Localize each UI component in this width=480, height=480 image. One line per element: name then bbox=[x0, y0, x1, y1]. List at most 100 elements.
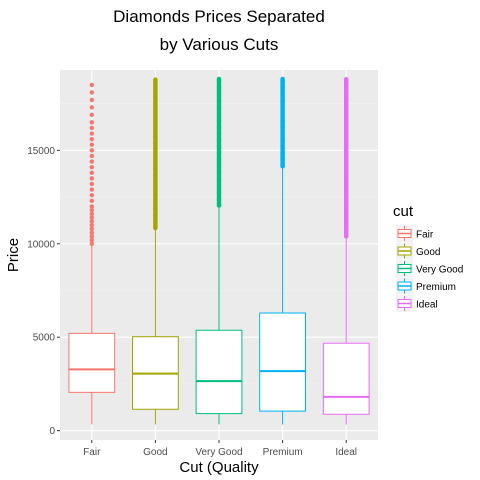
outlier-point bbox=[216, 118, 222, 123]
outlier-point bbox=[216, 98, 222, 104]
outlier-point bbox=[344, 122, 349, 128]
outlier-point bbox=[280, 98, 285, 104]
outlier-point bbox=[344, 109, 349, 115]
outlier-point bbox=[216, 124, 222, 130]
legend-label: Premium bbox=[416, 282, 456, 293]
outlier-point bbox=[89, 234, 95, 239]
chart-title-line-1: Diamonds Prices Separated bbox=[113, 7, 325, 26]
outlier-point bbox=[89, 153, 95, 159]
y-tick-label: 10000 bbox=[27, 239, 55, 250]
outlier-point bbox=[153, 88, 158, 93]
outlier-point bbox=[89, 82, 95, 88]
outlier-point bbox=[344, 90, 349, 95]
box-fair bbox=[68, 82, 116, 425]
outlier-point bbox=[280, 92, 285, 97]
x-tick-label: Premium bbox=[263, 447, 303, 458]
outlier-point bbox=[216, 190, 222, 195]
outlier-point bbox=[216, 144, 222, 149]
outlier-point bbox=[344, 103, 349, 108]
outlier-point bbox=[280, 85, 285, 90]
outlier-point bbox=[153, 101, 158, 106]
outlier-point bbox=[153, 134, 158, 139]
outlier-point bbox=[216, 164, 222, 169]
legend-title: cut bbox=[393, 203, 414, 220]
outlier-point bbox=[216, 203, 222, 208]
outlier-point bbox=[280, 137, 285, 143]
outlier-point bbox=[344, 168, 349, 174]
outlier-point bbox=[153, 219, 158, 224]
outlier-point bbox=[153, 121, 158, 126]
box-premium bbox=[259, 76, 306, 425]
outlier-point bbox=[344, 149, 349, 154]
outlier-point bbox=[89, 159, 95, 164]
outlier-point bbox=[89, 215, 95, 220]
legend-key-box bbox=[397, 296, 412, 311]
outlier-point bbox=[89, 230, 95, 235]
box-good bbox=[132, 77, 179, 425]
x-tick-label: Good bbox=[143, 447, 167, 458]
x-tick-label: Very Good bbox=[195, 447, 242, 458]
outlier-point bbox=[89, 148, 95, 153]
outlier-point bbox=[153, 160, 158, 165]
y-tick-label: 0 bbox=[49, 426, 55, 437]
y-axis-title: Price bbox=[5, 238, 22, 272]
outlier-point bbox=[89, 193, 95, 198]
outlier-point bbox=[153, 166, 158, 172]
outlier-point bbox=[89, 237, 95, 243]
legend-label: Fair bbox=[416, 230, 434, 241]
outlier-point bbox=[344, 77, 349, 82]
box-ideal bbox=[322, 77, 370, 425]
outlier-point bbox=[89, 222, 95, 228]
outlier-point bbox=[344, 142, 349, 147]
legend-item-fair: Fair bbox=[396, 225, 434, 242]
outlier-point bbox=[344, 221, 349, 226]
outlier-point bbox=[89, 131, 95, 136]
outlier-point bbox=[89, 211, 95, 217]
outlier-point bbox=[216, 170, 222, 175]
outlier-point bbox=[153, 193, 158, 198]
legend-key-box bbox=[397, 261, 412, 276]
outlier-point bbox=[216, 157, 222, 162]
x-tick-label: Ideal bbox=[335, 447, 357, 458]
y-tick-label: 5000 bbox=[33, 333, 56, 344]
outlier-point bbox=[344, 96, 349, 102]
outlier-point bbox=[344, 194, 349, 200]
outlier-point bbox=[344, 162, 349, 167]
outlier-point bbox=[153, 94, 158, 100]
outlier-point bbox=[216, 183, 222, 189]
outlier-point bbox=[153, 206, 158, 211]
outlier-point bbox=[344, 201, 349, 206]
outlier-point bbox=[216, 131, 222, 136]
outlier-point bbox=[89, 142, 95, 147]
outlier-point bbox=[89, 164, 95, 170]
outlier-point bbox=[89, 176, 95, 181]
outlier-point bbox=[89, 226, 95, 232]
outlier-point bbox=[153, 147, 158, 152]
outlier-point bbox=[153, 114, 158, 119]
outlier-point bbox=[153, 153, 158, 159]
outlier-point bbox=[153, 140, 158, 146]
legend-key-box bbox=[397, 243, 412, 259]
outlier-point bbox=[344, 207, 349, 213]
y-tick-label: 15000 bbox=[27, 146, 55, 157]
outlier-point bbox=[89, 170, 95, 175]
x-tick-label: Fair bbox=[83, 447, 101, 458]
outlier-point bbox=[216, 92, 222, 97]
outlier-point bbox=[344, 227, 349, 232]
outlier-point bbox=[216, 150, 222, 156]
outlier-point bbox=[280, 118, 285, 123]
outlier-point bbox=[280, 144, 285, 149]
chart-title-line-2: by Various Cuts bbox=[160, 35, 279, 54]
outlier-point bbox=[344, 188, 349, 193]
iqr-box bbox=[68, 332, 116, 393]
outlier-point bbox=[344, 181, 349, 187]
outlier-point bbox=[344, 234, 349, 239]
iqr-box bbox=[259, 312, 306, 412]
iqr-box bbox=[322, 342, 370, 415]
outlier-point bbox=[344, 214, 349, 219]
outlier-point bbox=[280, 111, 285, 117]
outlier-point bbox=[344, 129, 349, 134]
outlier-point bbox=[153, 225, 158, 231]
x-axis-title: Cut (Quality bbox=[179, 459, 259, 476]
